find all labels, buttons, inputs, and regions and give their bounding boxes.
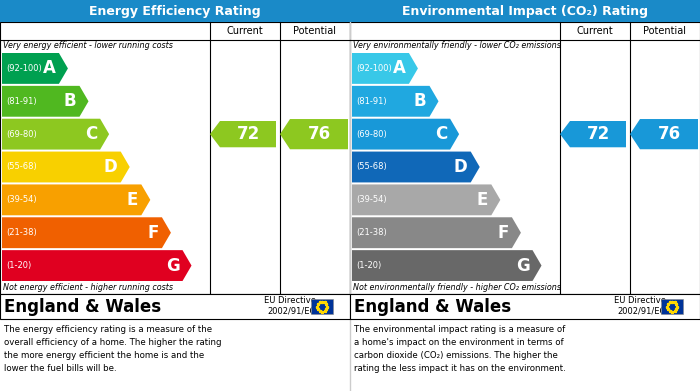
Text: (69-80): (69-80) xyxy=(356,130,386,139)
Text: Environmental Impact (CO₂) Rating: Environmental Impact (CO₂) Rating xyxy=(402,5,648,18)
Text: F: F xyxy=(498,224,509,242)
Text: (92-100): (92-100) xyxy=(356,64,392,73)
Text: Very environmentally friendly - lower CO₂ emissions: Very environmentally friendly - lower CO… xyxy=(353,41,561,50)
Text: The energy efficiency rating is a measure of the
overall efficiency of a home. T: The energy efficiency rating is a measur… xyxy=(4,325,221,373)
Text: A: A xyxy=(43,59,56,77)
Text: Very energy efficient - lower running costs: Very energy efficient - lower running co… xyxy=(3,41,173,50)
Text: England & Wales: England & Wales xyxy=(354,298,511,316)
Bar xyxy=(0,294,350,319)
Text: Current: Current xyxy=(577,26,613,36)
Text: (92-100): (92-100) xyxy=(6,64,42,73)
Text: Energy Efficiency Rating: Energy Efficiency Rating xyxy=(89,5,261,18)
Text: E: E xyxy=(477,191,489,209)
Bar xyxy=(350,294,700,319)
Polygon shape xyxy=(352,152,480,183)
Polygon shape xyxy=(352,185,500,215)
Text: (1-20): (1-20) xyxy=(6,261,32,270)
Polygon shape xyxy=(2,53,68,84)
Text: EU Directive
2002/91/EC: EU Directive 2002/91/EC xyxy=(614,296,666,315)
Text: G: G xyxy=(166,256,179,274)
Polygon shape xyxy=(352,217,521,248)
Text: (39-54): (39-54) xyxy=(6,196,36,204)
Polygon shape xyxy=(560,121,626,147)
Text: Current: Current xyxy=(227,26,263,36)
Bar xyxy=(350,22,700,294)
Text: (81-91): (81-91) xyxy=(356,97,386,106)
Polygon shape xyxy=(2,119,109,150)
Text: (21-38): (21-38) xyxy=(356,228,386,237)
Text: F: F xyxy=(148,224,159,242)
Text: (69-80): (69-80) xyxy=(6,130,36,139)
Text: 76: 76 xyxy=(657,125,680,143)
Text: D: D xyxy=(454,158,468,176)
Text: 72: 72 xyxy=(587,125,610,143)
Polygon shape xyxy=(352,53,418,84)
Text: B: B xyxy=(64,92,76,110)
Text: Potential: Potential xyxy=(293,26,337,36)
Text: (1-20): (1-20) xyxy=(356,261,382,270)
Text: C: C xyxy=(85,125,97,143)
Polygon shape xyxy=(2,250,192,281)
Polygon shape xyxy=(280,119,348,149)
Polygon shape xyxy=(2,86,88,117)
Bar xyxy=(0,0,350,22)
Text: (81-91): (81-91) xyxy=(6,97,36,106)
Text: EU Directive
2002/91/EC: EU Directive 2002/91/EC xyxy=(264,296,316,315)
Polygon shape xyxy=(2,152,130,183)
Text: E: E xyxy=(127,191,139,209)
Polygon shape xyxy=(352,86,438,117)
Polygon shape xyxy=(352,119,459,150)
Text: The environmental impact rating is a measure of
a home's impact on the environme: The environmental impact rating is a mea… xyxy=(354,325,566,373)
Polygon shape xyxy=(630,119,698,149)
Polygon shape xyxy=(352,250,542,281)
Text: Potential: Potential xyxy=(643,26,687,36)
Polygon shape xyxy=(210,121,276,147)
Text: G: G xyxy=(516,256,529,274)
Text: A: A xyxy=(393,59,406,77)
Text: Not energy efficient - higher running costs: Not energy efficient - higher running co… xyxy=(3,283,173,292)
Text: (39-54): (39-54) xyxy=(356,196,386,204)
Bar xyxy=(350,0,700,22)
Text: Not environmentally friendly - higher CO₂ emissions: Not environmentally friendly - higher CO… xyxy=(353,283,561,292)
Text: B: B xyxy=(414,92,426,110)
Bar xyxy=(311,299,333,314)
Text: C: C xyxy=(435,125,447,143)
Polygon shape xyxy=(2,217,171,248)
Bar xyxy=(661,299,683,314)
Text: 76: 76 xyxy=(307,125,330,143)
Bar xyxy=(0,22,350,294)
Text: 72: 72 xyxy=(237,125,260,143)
Text: D: D xyxy=(104,158,118,176)
Polygon shape xyxy=(2,185,150,215)
Text: (55-68): (55-68) xyxy=(6,163,36,172)
Text: England & Wales: England & Wales xyxy=(4,298,161,316)
Text: (21-38): (21-38) xyxy=(6,228,36,237)
Text: (55-68): (55-68) xyxy=(356,163,386,172)
